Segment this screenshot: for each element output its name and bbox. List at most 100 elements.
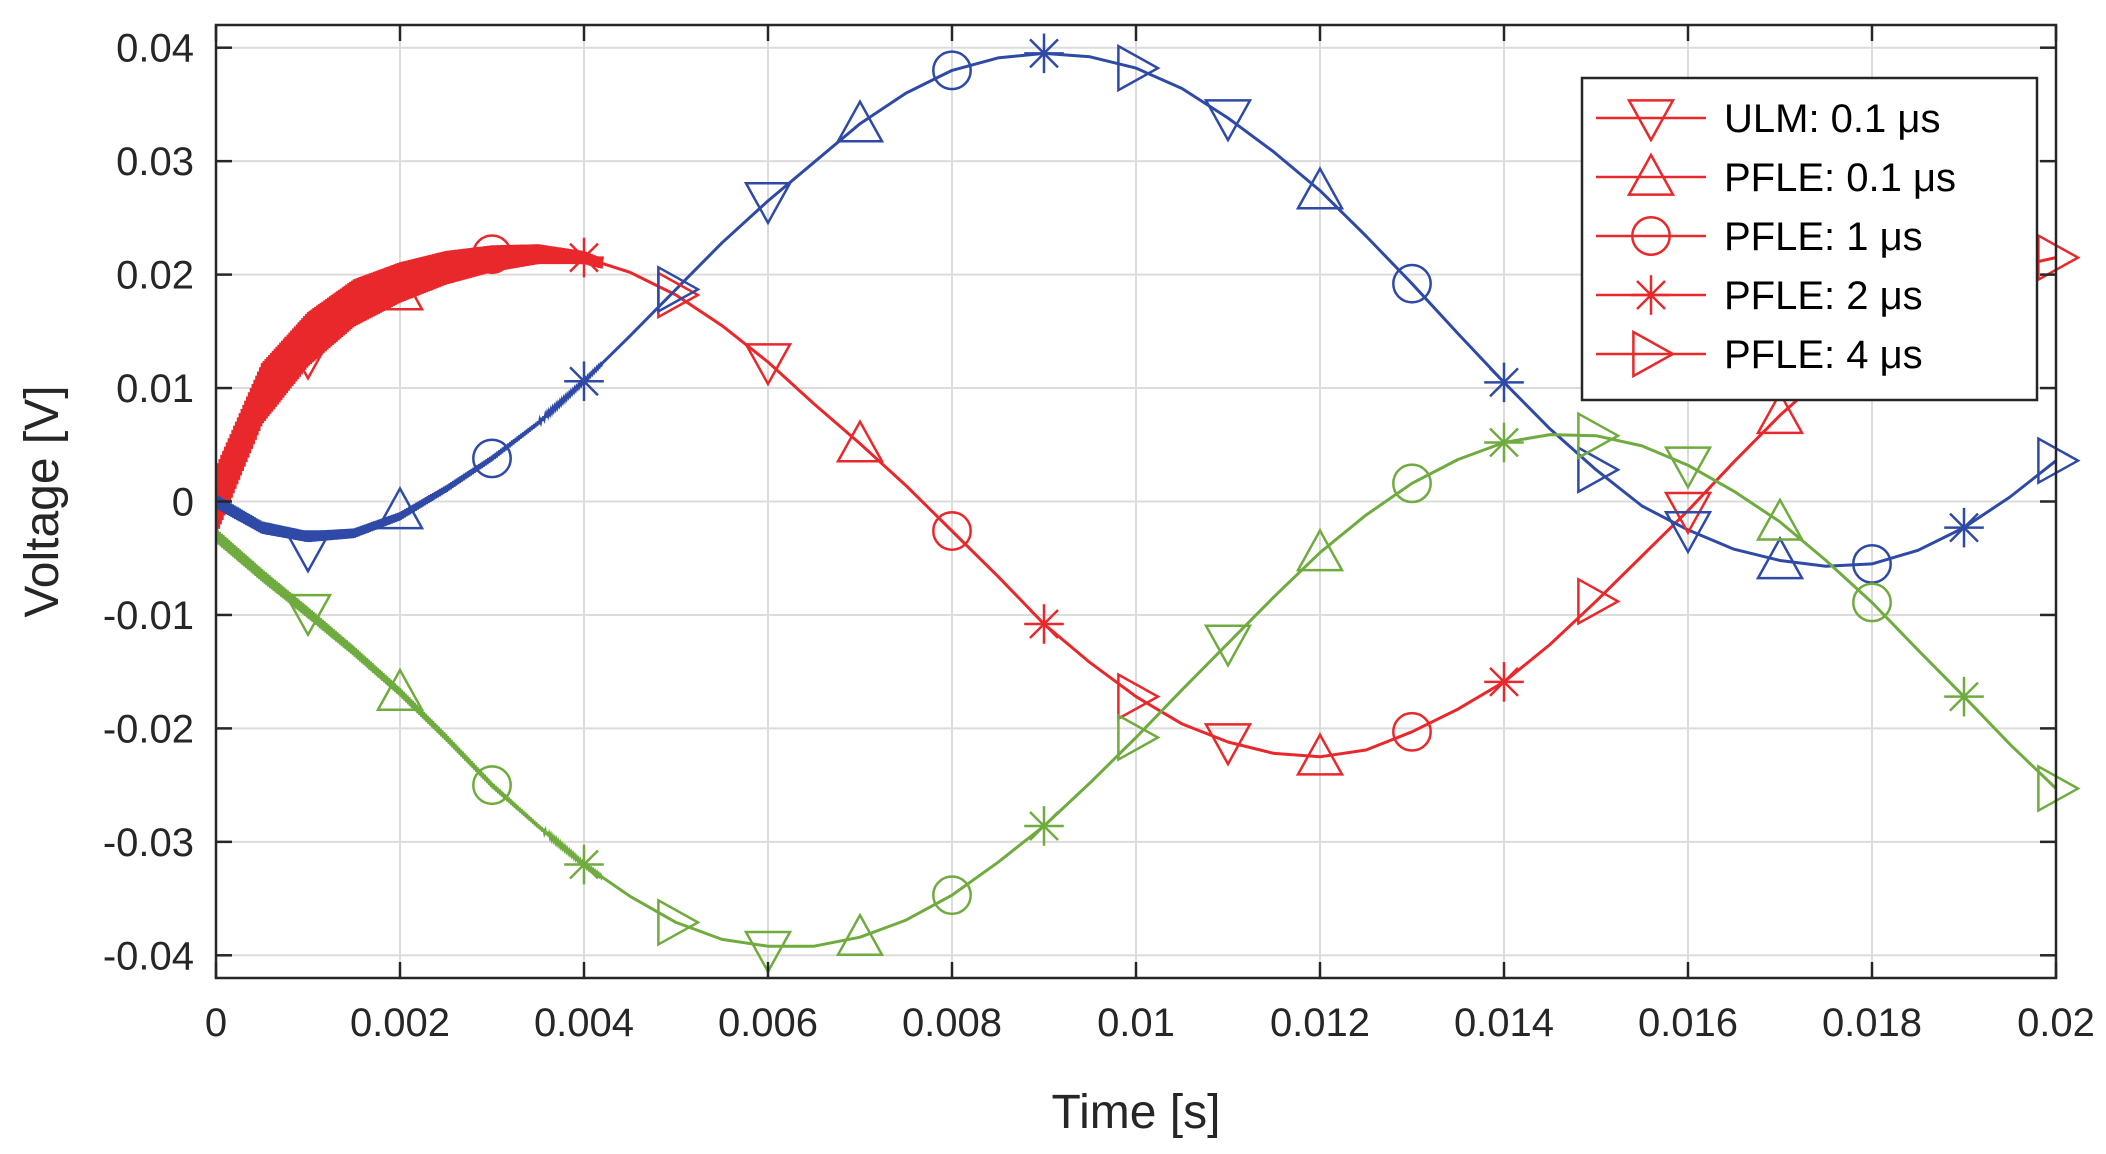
circle-marker (1852, 582, 1892, 623)
triangle-down-marker (1203, 99, 1253, 143)
x-tick-label: 0.002 (350, 1001, 450, 1045)
circle-marker (932, 511, 972, 551)
asterisk-marker (1631, 275, 1671, 315)
y-tick-label: -0.02 (103, 707, 194, 751)
series-0 (216, 244, 2056, 759)
y-tick-label: -0.03 (103, 821, 194, 865)
series-2-markers (283, 411, 2081, 975)
asterisk-marker (564, 237, 604, 278)
triangle-down-marker (283, 593, 333, 638)
triangle-right-marker (1577, 411, 1621, 460)
legend: ULM: 0.1 μs PFLE: 0.1 μs PFLE: 1 μs PFLE: 2… (1580, 76, 2039, 402)
x-tick-label: 0.012 (1270, 1001, 1370, 1045)
x-tick-label: 0.006 (718, 1001, 818, 1045)
x-tick-label: 0.008 (902, 1001, 1002, 1045)
y-tick-label: 0.02 (116, 254, 194, 298)
asterisk-marker (1024, 806, 1064, 846)
triangle-down-marker (1626, 99, 1676, 143)
triangle-down-marker (1663, 511, 1713, 555)
x-tick-label: 0.004 (534, 1001, 634, 1045)
triangle-right-marker (657, 265, 701, 314)
triangle-up-marker (1295, 166, 1345, 210)
asterisk-marker (1484, 422, 1524, 463)
x-tick-label: 0 (205, 1001, 227, 1045)
triangle-up-marker (1295, 732, 1345, 776)
circle-marker (472, 234, 512, 275)
triangle-right-marker (657, 898, 701, 947)
circle-marker (472, 765, 512, 806)
asterisk-marker (564, 844, 604, 885)
series-0-ripple (216, 244, 604, 534)
triangle-right-marker (1117, 43, 1161, 93)
circle-marker (1392, 463, 1432, 504)
circle-marker (1631, 216, 1671, 256)
triangle-right-marker (2037, 233, 2081, 282)
triangle-right-marker (2037, 436, 2081, 485)
triangle-down-marker (1203, 723, 1253, 767)
series-1-line (216, 51, 2056, 568)
y-tick-label: 0.01 (116, 367, 194, 411)
x-tick-label: 0.02 (2017, 1001, 2095, 1045)
asterisk-marker (1944, 676, 1984, 717)
triangle-down-marker (743, 930, 793, 975)
triangle-right-marker (1117, 713, 1161, 762)
triangle-right-marker (1117, 672, 1161, 721)
triangle-down-marker (1663, 446, 1713, 490)
series-2 (216, 433, 2056, 948)
x-axis-label: Time [s] (1052, 1086, 1221, 1139)
series-0-line (216, 252, 2056, 759)
y-axis-label: Voltage [V] (16, 385, 69, 617)
triangle-up-marker (1755, 497, 1805, 541)
triangle-right-marker (1632, 329, 1676, 379)
legend-entry: PFLE: 2 μs (1596, 274, 1923, 318)
y-tick-label: 0.03 (116, 140, 194, 184)
series-1-markers (283, 33, 2081, 584)
triangle-up-marker (1295, 527, 1345, 572)
legend-entry: PFLE: 1 μs (1596, 215, 1923, 259)
triangle-down-marker (743, 343, 793, 387)
triangle-up-marker (375, 667, 425, 711)
legend-entry: PFLE: 4 μs (1596, 329, 1923, 379)
circle-marker (932, 50, 972, 91)
legend-entry: PFLE: 0.1 μs (1596, 152, 1956, 200)
circle-marker (1392, 263, 1432, 304)
triangle-up-marker (375, 267, 425, 311)
x-tick-label: 0.018 (1822, 1001, 1922, 1045)
asterisk-marker (1024, 33, 1064, 74)
triangle-down-marker (283, 530, 333, 574)
y-tick-label: -0.04 (103, 934, 194, 978)
x-tick-label: 0.01 (1097, 1001, 1175, 1045)
x-tick-label: 0.014 (1454, 1001, 1554, 1045)
legend-label: PFLE: 4 μs (1724, 333, 1923, 377)
legend-label: PFLE: 1 μs (1724, 215, 1923, 259)
y-tick-label: 0 (172, 481, 194, 525)
axis-ticks: 0 0.002 0.004 0.006 0.008 0.01 0.012 0.014 0.016… (103, 25, 2095, 1045)
triangle-down-marker (743, 182, 793, 226)
circle-marker (1392, 711, 1432, 752)
circle-marker (932, 875, 972, 916)
triangle-up-marker (835, 912, 885, 957)
triangle-right-marker (2037, 764, 2081, 813)
legend-entry: ULM: 0.1 μs (1596, 97, 1940, 143)
triangle-up-marker (1626, 152, 1676, 196)
triangle-up-marker (375, 486, 425, 530)
asterisk-marker (1484, 662, 1524, 702)
legend-label: ULM: 0.1 μs (1724, 97, 1940, 141)
series-2-line (216, 433, 2056, 948)
triangle-up-marker (1755, 390, 1805, 435)
triangle-right-marker (1577, 577, 1621, 626)
triangle-up-marker (835, 419, 885, 463)
circle-marker (472, 438, 512, 479)
asterisk-marker (1484, 362, 1524, 403)
triangle-right-marker (1577, 445, 1621, 494)
triangle-up-marker (835, 99, 885, 143)
legend-label: PFLE: 0.1 μs (1724, 156, 1956, 200)
asterisk-marker (1024, 604, 1064, 644)
x-tick-label: 0.016 (1638, 1001, 1738, 1045)
asterisk-marker (1944, 507, 1984, 548)
asterisk-marker (564, 361, 604, 402)
y-tick-label: 0.04 (116, 27, 194, 71)
triangle-down-marker (283, 337, 333, 381)
legend-label: PFLE: 2 μs (1724, 274, 1923, 318)
